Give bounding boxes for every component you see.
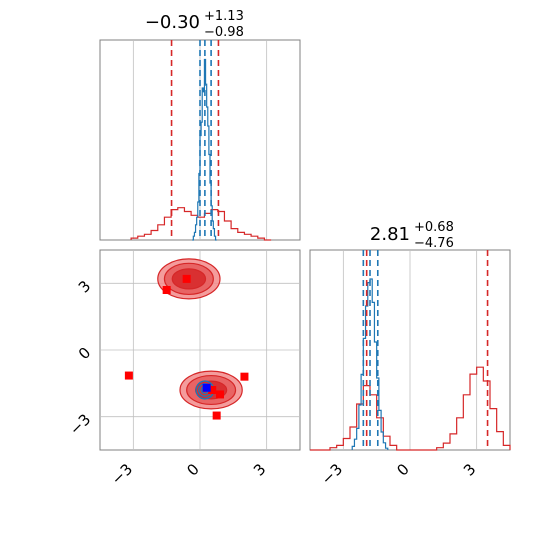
x-tick-label: 3 [250, 460, 269, 479]
marginal-param2-quantile-lines [362, 250, 489, 450]
marginal-param2-title: 2.81 [370, 224, 410, 245]
x-tick-label: 0 [393, 460, 412, 479]
marginal-param1-title-sup: +1.13 [204, 9, 244, 24]
blue-sample-marker [202, 383, 211, 392]
red-sample-marker [212, 411, 221, 420]
red-histogram-step [310, 366, 511, 451]
red-sample-marker [240, 372, 249, 381]
marginal-param1-title: −0.30 [145, 12, 200, 33]
marginal-param1-quantile-lines [170, 40, 220, 240]
marginal-param2-title-value: 2.81 [370, 224, 410, 245]
x-tick-label: 3 [460, 460, 479, 479]
red-sample-marker [216, 390, 224, 399]
joint-x-tick-labels: −3 0 3 [108, 460, 270, 488]
marginal-param1-title-sub: −0.98 [204, 25, 244, 40]
red-sample-marker [162, 286, 171, 294]
x-tick-label: −3 [318, 460, 346, 488]
red-sample-marker [208, 386, 217, 394]
red-sample-marker [124, 371, 133, 380]
joint-y-tick-labels: −3 0 3 [66, 277, 94, 439]
red-sample-marker [182, 274, 191, 283]
x-tick-label: 0 [183, 460, 202, 479]
x-tick-label: −3 [108, 460, 136, 488]
marginal-panel-param1: −0.30 +1.13 −0.98 [99, 9, 301, 241]
marginal-param2-title-sub: −4.76 [414, 236, 454, 251]
marginal-param1-title-value: −0.30 [145, 12, 200, 33]
joint-markers [124, 274, 249, 420]
y-tick-label: 0 [75, 344, 94, 363]
joint-panel: −3 0 3 −3 0 3 [66, 249, 301, 488]
marginal-panel-param2: −3 0 3 2.81 +0.68 −4.76 [309, 220, 511, 488]
marginal-param2-title-sup: +0.68 [414, 220, 454, 235]
marginal-param2-grid [342, 250, 478, 450]
marginal-param2-x-tick-labels: −3 0 3 [318, 460, 480, 488]
marginal-param2-red-histogram [310, 366, 511, 451]
y-tick-label: 3 [75, 277, 94, 296]
y-tick-label: −3 [66, 410, 94, 438]
